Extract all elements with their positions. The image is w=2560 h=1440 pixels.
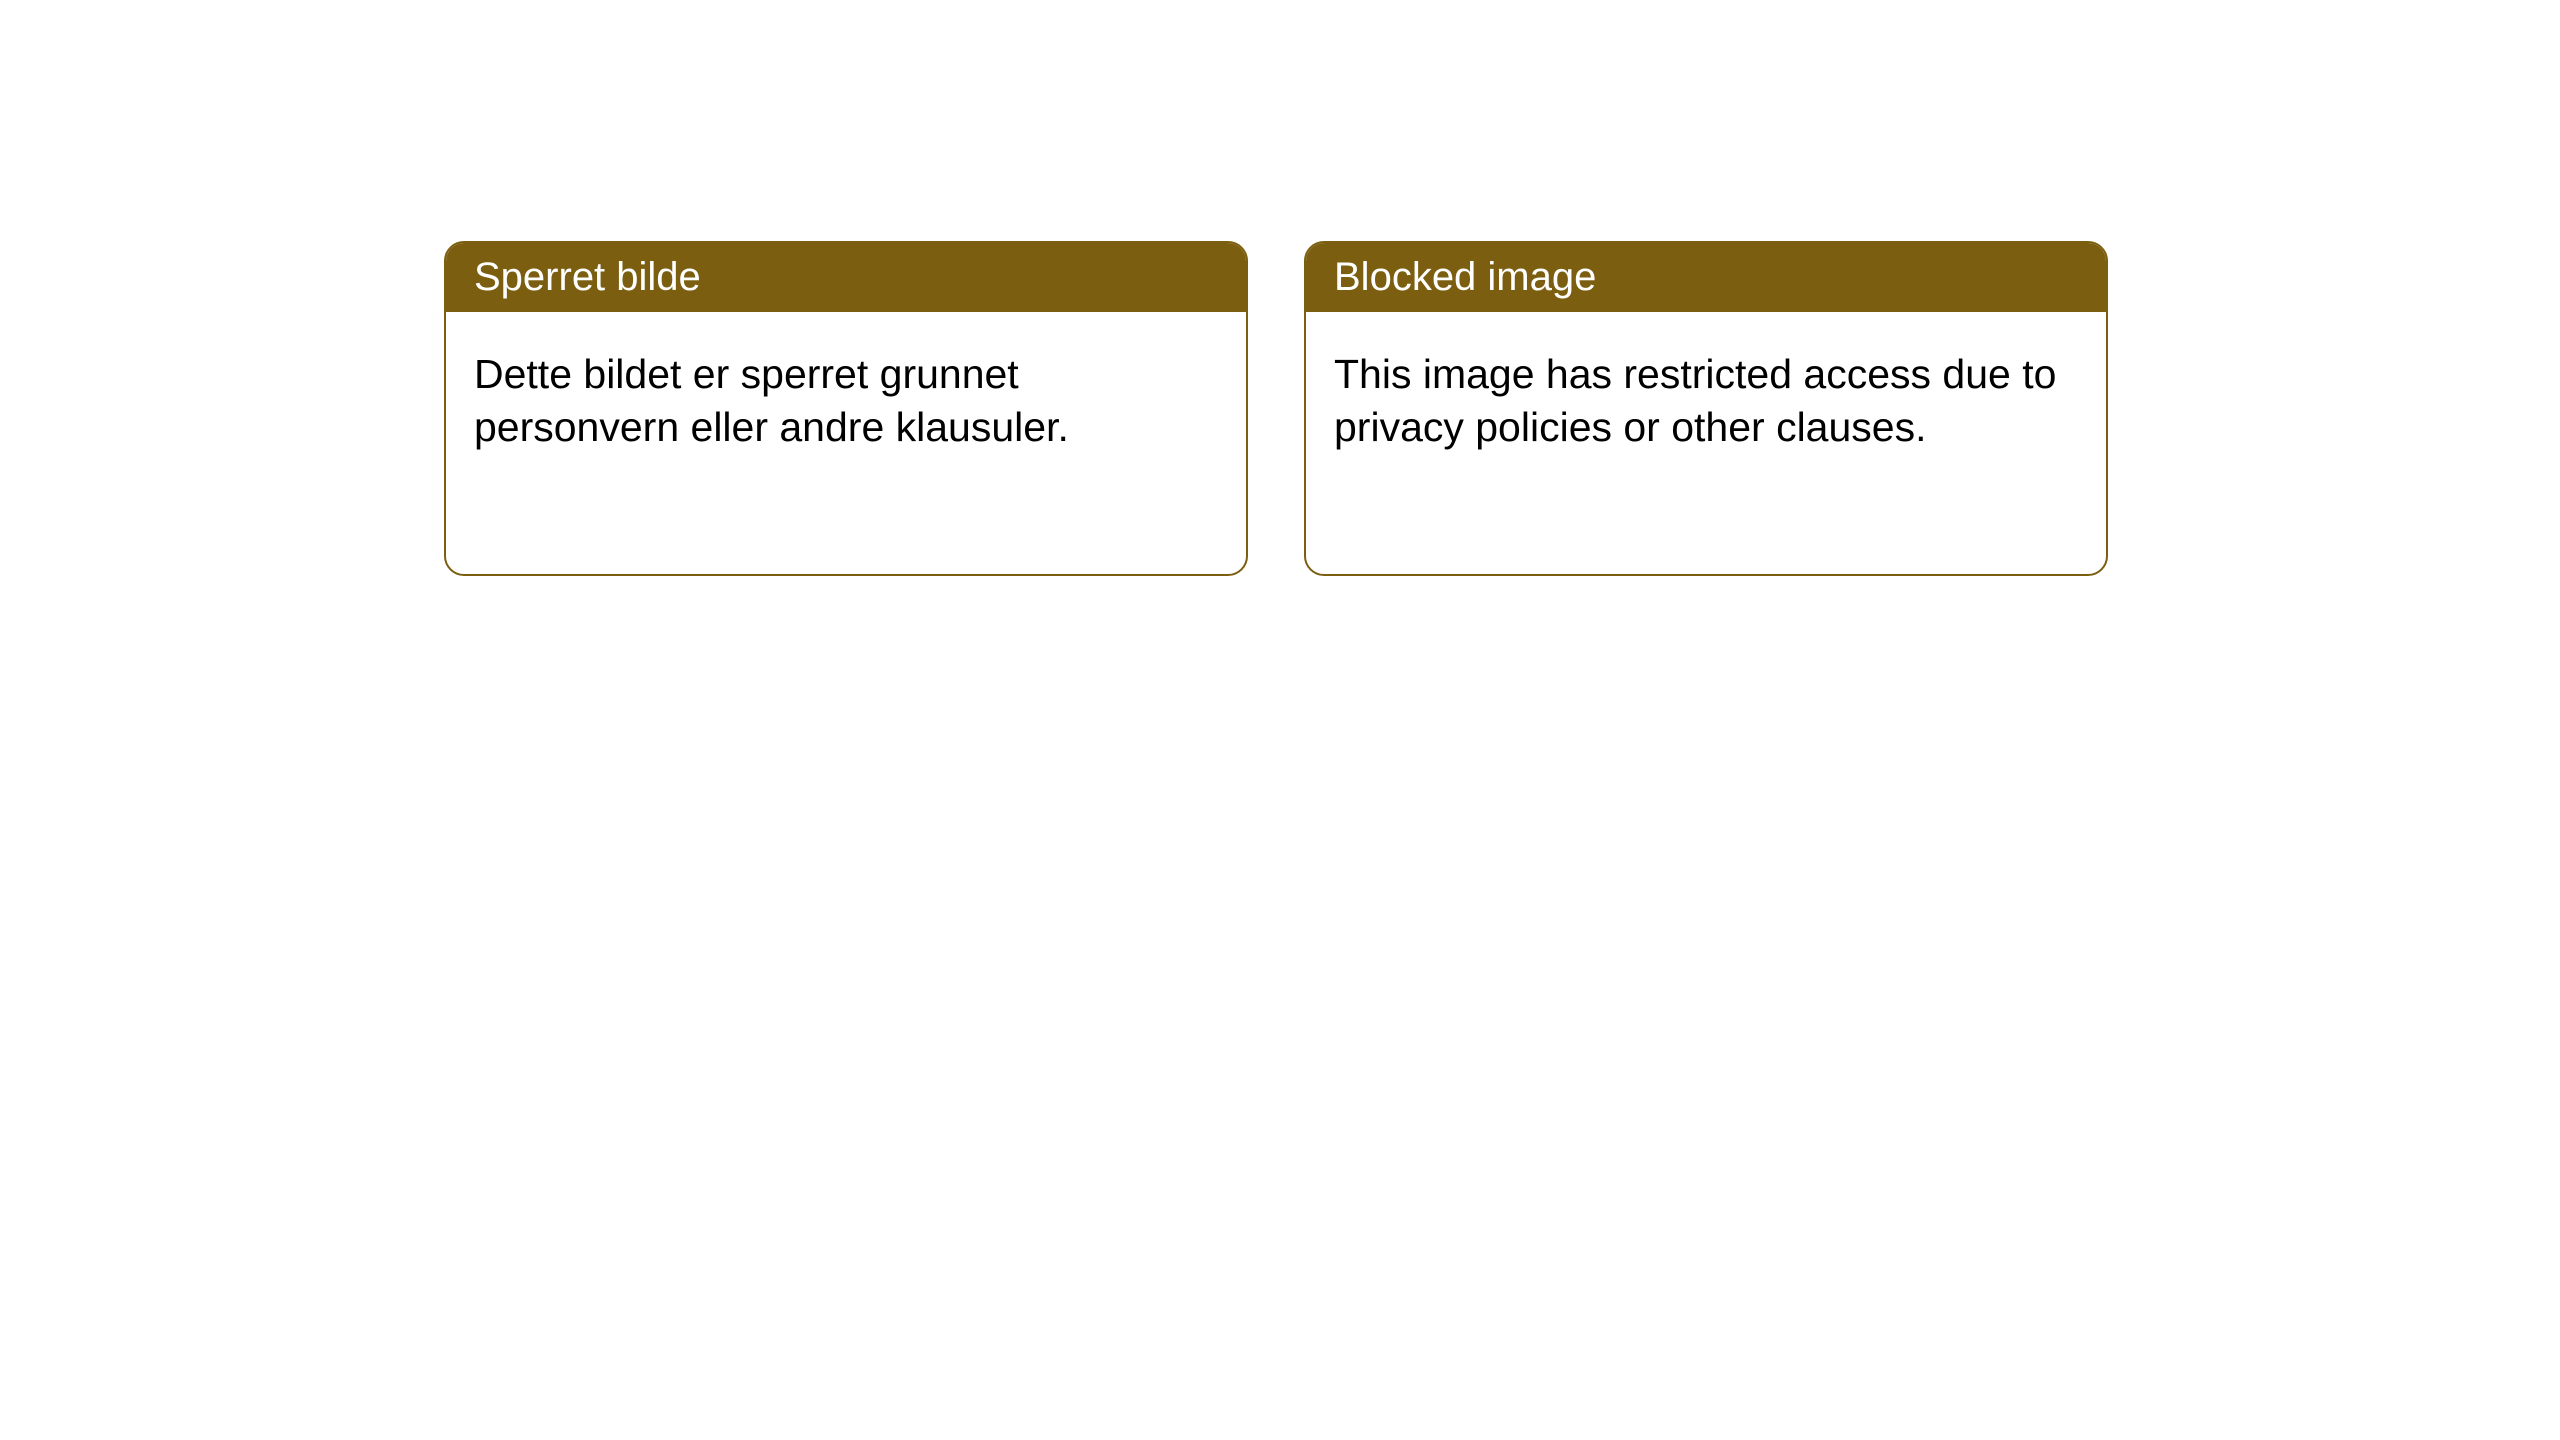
blocked-card-no-title: Sperret bilde [446, 243, 1246, 312]
blocked-card-en: Blocked image This image has restricted … [1304, 241, 2108, 576]
blocked-card-no: Sperret bilde Dette bildet er sperret gr… [444, 241, 1248, 576]
blocked-card-en-body: This image has restricted access due to … [1306, 312, 2106, 491]
blocked-card-no-body: Dette bildet er sperret grunnet personve… [446, 312, 1246, 491]
blocked-image-cards: Sperret bilde Dette bildet er sperret gr… [444, 241, 2108, 576]
blocked-card-en-title: Blocked image [1306, 243, 2106, 312]
